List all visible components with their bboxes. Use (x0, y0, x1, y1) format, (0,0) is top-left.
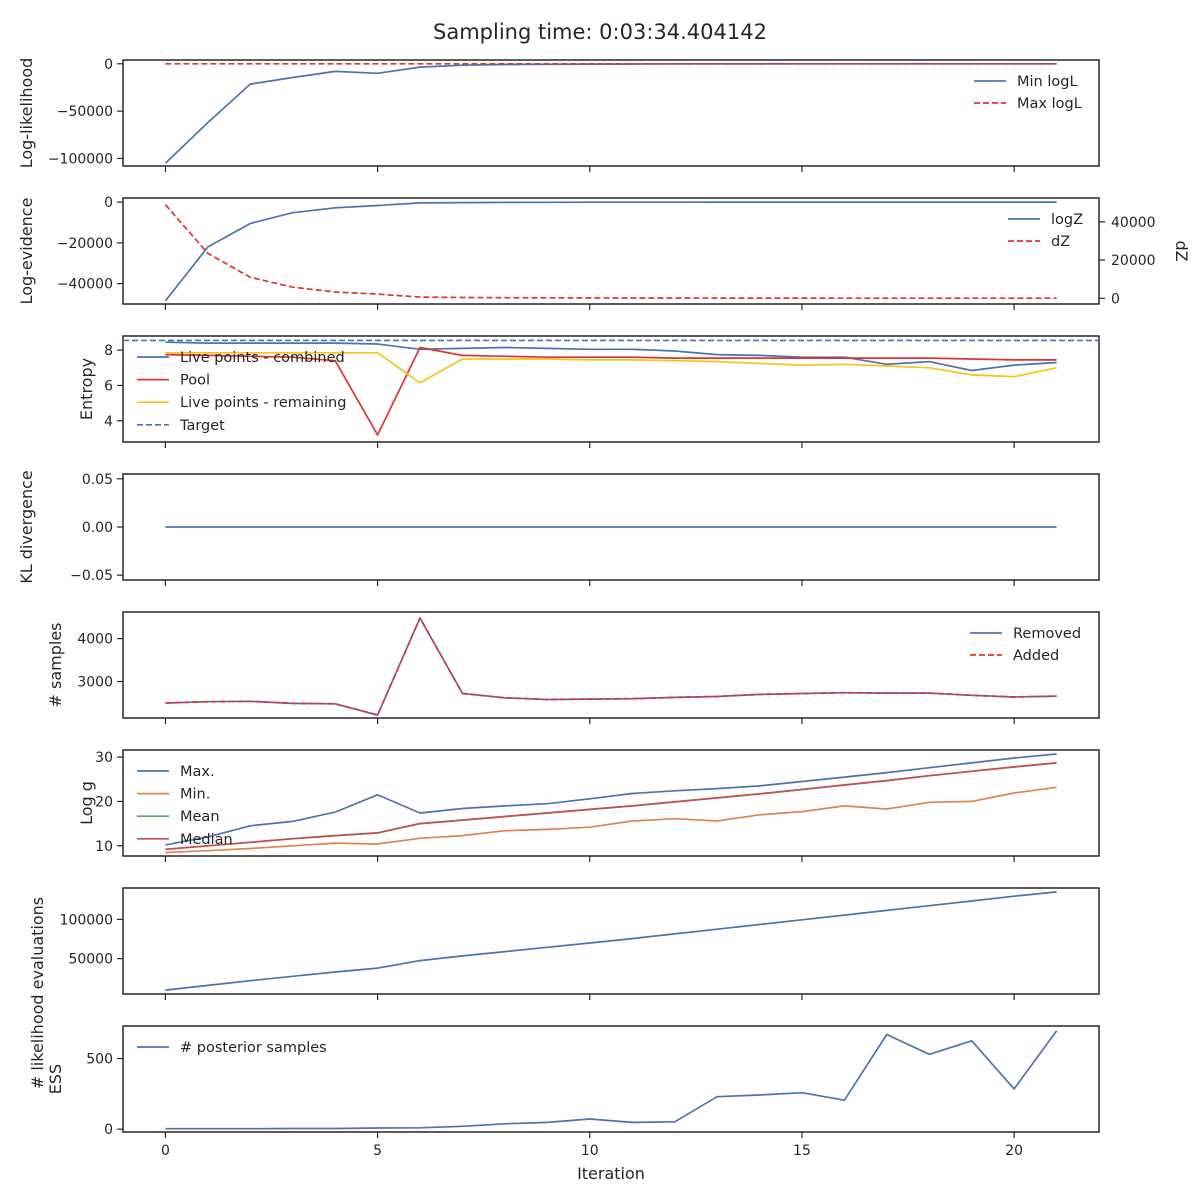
series-line-posterior-samples (165, 1030, 1058, 1130)
legend-label: Removed (1013, 626, 1081, 642)
legend-label: Pool (180, 373, 210, 389)
series-line-median (165, 762, 1057, 851)
legend-label: Mean (180, 809, 220, 825)
y2-axis-label: dZ (1172, 240, 1191, 261)
y-tick-label: 0.05 (82, 472, 113, 488)
y-tick-label: 0 (104, 195, 113, 211)
series-line-pool (165, 346, 1057, 436)
axes-frame-8 (122, 1025, 1100, 1133)
y-axis-label: Log-evidence (17, 198, 36, 305)
y-tick-label: 0 (104, 1122, 113, 1138)
axes-frame-1 (122, 59, 1100, 167)
series-line-min (165, 786, 1057, 854)
y-tick-label: −50000 (57, 104, 113, 120)
y-axis-label: ESS (46, 1064, 65, 1094)
y-tick-label: 0 (104, 57, 113, 73)
axes-frame-2 (122, 197, 1100, 305)
legend-label: Min logL (1017, 74, 1078, 90)
legend-label: logZ (1051, 212, 1083, 228)
x-tick-label: 15 (793, 1143, 811, 1159)
axes-frame-5 (122, 611, 1100, 719)
legend-label: Added (1013, 648, 1059, 664)
y-tick-label: 3000 (77, 675, 113, 691)
legend-label: Live points - remaining (180, 395, 346, 411)
y-axis-label: Entropy (77, 358, 96, 420)
figure-title: Sampling time: 0:03:34.404142 (433, 20, 767, 44)
y-axis-label: # likelihood evaluations (28, 897, 47, 1089)
y-tick-label: 20 (95, 794, 113, 810)
series-line-min-logl (164, 62, 1057, 164)
series-line-live-points-remaining (165, 351, 1057, 384)
y-tick-label: 8 (104, 343, 113, 359)
y-tick-label: 4000 (77, 632, 113, 648)
x-tick-label: 0 (161, 1143, 170, 1159)
x-tick-label: 5 (373, 1143, 382, 1159)
y-tick-label: −100000 (48, 151, 113, 167)
series-line-removed (165, 617, 1057, 716)
y-tick-label: −0.05 (70, 568, 113, 584)
legend-label: Median (180, 832, 233, 848)
y-axis-label: KL divergence (17, 470, 36, 583)
y-tick-label: −20000 (57, 236, 113, 252)
legend-label: # posterior samples (180, 1040, 327, 1056)
y-tick-label: 0.00 (82, 520, 113, 536)
axes-frame-6 (122, 749, 1100, 857)
y2-tick-label: 0 (1111, 291, 1120, 307)
legend-label: Max logL (1017, 96, 1082, 112)
x-tick-label: 20 (1005, 1143, 1023, 1159)
legend-label: Live points - combined (180, 350, 345, 366)
series-line-logz (164, 201, 1057, 302)
y2-tick-label: 20000 (1111, 253, 1156, 269)
series-line-live-points-combined (165, 341, 1057, 372)
legend-label: Max. (180, 764, 215, 780)
series-line-max (165, 753, 1057, 846)
y-tick-label: −40000 (57, 277, 113, 293)
y-tick-label: 6 (104, 378, 113, 394)
legend-label: Min. (180, 787, 210, 803)
y2-tick-label: 40000 (1111, 215, 1156, 231)
y-tick-label: 500 (86, 1052, 113, 1068)
series-line-added (165, 617, 1057, 716)
y-tick-label: 50000 (68, 952, 113, 968)
y-tick-label: 100000 (60, 912, 113, 928)
legend-label: dZ (1051, 234, 1070, 250)
y-axis-label: Log-likelihood (17, 58, 36, 169)
y-tick-label: 4 (104, 414, 113, 430)
y-tick-label: 30 (95, 750, 113, 766)
series-line-data (165, 891, 1057, 991)
axes-frame-3 (122, 335, 1100, 443)
y-axis-label: Log g (77, 781, 96, 825)
y-axis-label: # samples (46, 623, 65, 708)
x-axis-label: Iteration (577, 1164, 645, 1183)
y-tick-label: 10 (95, 839, 113, 855)
series-line-dz (164, 204, 1057, 300)
axes-frame-7 (122, 887, 1100, 995)
legend-label: Target (179, 418, 225, 434)
x-tick-label: 10 (581, 1143, 599, 1159)
